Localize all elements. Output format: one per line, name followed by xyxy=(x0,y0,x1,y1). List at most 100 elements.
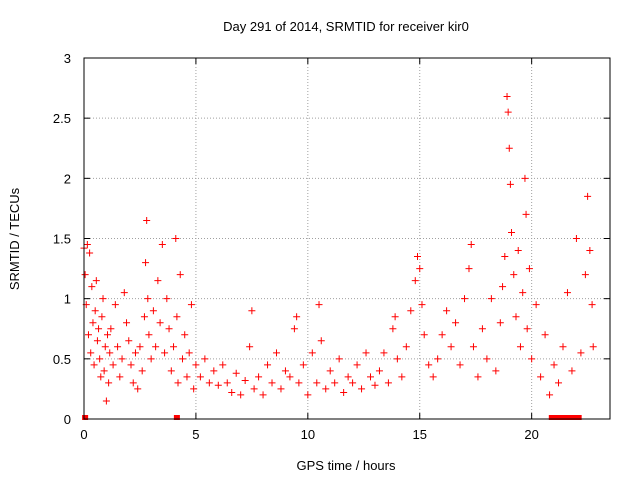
data-point xyxy=(174,379,182,387)
data-point xyxy=(550,361,558,369)
data-point xyxy=(504,108,512,116)
data-point xyxy=(167,367,175,375)
data-point xyxy=(286,373,294,381)
y-tick-label: 1.5 xyxy=(53,232,71,247)
data-point xyxy=(398,373,406,381)
data-point xyxy=(525,265,533,273)
data-point xyxy=(86,249,94,257)
data-point xyxy=(521,174,529,182)
data-point xyxy=(154,277,162,285)
data-point xyxy=(487,295,495,303)
data-point xyxy=(496,319,504,327)
data-point xyxy=(349,379,357,387)
data-point xyxy=(205,379,213,387)
data-point xyxy=(81,271,89,279)
data-point xyxy=(443,307,451,315)
data-point xyxy=(589,343,597,351)
data-point xyxy=(93,337,101,345)
data-point xyxy=(111,301,119,309)
data-point xyxy=(173,313,181,321)
data-point xyxy=(375,367,383,375)
data-point xyxy=(129,379,137,387)
data-point xyxy=(541,331,549,339)
data-point xyxy=(228,389,236,397)
data-point xyxy=(143,216,151,224)
data-point xyxy=(499,283,507,291)
data-point xyxy=(84,331,92,339)
data-point xyxy=(572,235,580,242)
y-axis-label: SRMTID / TECUs xyxy=(7,187,22,290)
data-point xyxy=(95,325,103,333)
data-point xyxy=(577,349,585,357)
data-point xyxy=(90,361,98,369)
data-point xyxy=(136,343,144,351)
data-point xyxy=(210,367,218,375)
data-point xyxy=(237,391,245,399)
y-ticks: 0 0.5 1 1.5 2 2.5 3 xyxy=(53,51,610,427)
data-point xyxy=(358,385,366,393)
data-point xyxy=(87,349,95,357)
data-point xyxy=(429,373,437,381)
data-point xyxy=(467,241,475,249)
data-point xyxy=(331,379,339,387)
zero-marker xyxy=(575,415,582,420)
data-point xyxy=(181,331,189,339)
data-point xyxy=(483,355,491,363)
data-point xyxy=(88,283,96,291)
data-point xyxy=(140,313,148,321)
data-point xyxy=(586,247,594,255)
data-point xyxy=(519,289,527,297)
data-point xyxy=(425,361,433,369)
data-point xyxy=(91,307,99,315)
data-point xyxy=(161,349,169,357)
data-point xyxy=(89,319,97,327)
data-point xyxy=(391,313,399,321)
data-point xyxy=(118,355,126,363)
data-point xyxy=(393,355,401,363)
data-point xyxy=(546,391,554,399)
data-point xyxy=(246,343,254,351)
zero-marker xyxy=(548,415,555,420)
data-point xyxy=(326,367,334,375)
data-point xyxy=(514,247,522,255)
data-point xyxy=(353,361,361,369)
data-point xyxy=(152,343,160,351)
data-point xyxy=(447,343,455,351)
data-point xyxy=(584,192,592,200)
data-point xyxy=(219,361,227,369)
x-tick-label: 0 xyxy=(80,427,87,442)
data-point xyxy=(469,343,477,351)
y-tick-label: 3 xyxy=(64,51,71,66)
data-point xyxy=(214,381,222,389)
data-point xyxy=(185,349,193,357)
x-tick-label: 20 xyxy=(524,427,538,442)
data-point xyxy=(144,295,152,303)
data-point xyxy=(145,331,153,339)
data-point xyxy=(340,389,348,397)
y-tick-label: 1 xyxy=(64,292,71,307)
x-ticks: 0 5 10 15 20 xyxy=(80,58,539,442)
data-point xyxy=(281,367,289,375)
data-point xyxy=(158,241,166,249)
data-point xyxy=(389,325,397,333)
data-point xyxy=(165,325,173,333)
zero-marker xyxy=(553,415,560,420)
data-point xyxy=(411,277,419,285)
data-point xyxy=(96,355,104,363)
data-point xyxy=(492,367,500,375)
data-point xyxy=(295,379,303,387)
zero-marker xyxy=(566,415,573,420)
data-point xyxy=(478,325,486,333)
data-point xyxy=(268,379,276,387)
data-point xyxy=(452,319,460,327)
data-point xyxy=(109,361,117,369)
zero-marker xyxy=(82,415,89,420)
x-tick-label: 5 xyxy=(192,427,199,442)
x-tick-label: 10 xyxy=(301,427,315,442)
data-point xyxy=(142,259,150,267)
zero-markers xyxy=(82,415,582,420)
data-point xyxy=(407,307,415,315)
data-point xyxy=(581,271,589,279)
data-point xyxy=(308,349,316,357)
data-point xyxy=(299,361,307,369)
